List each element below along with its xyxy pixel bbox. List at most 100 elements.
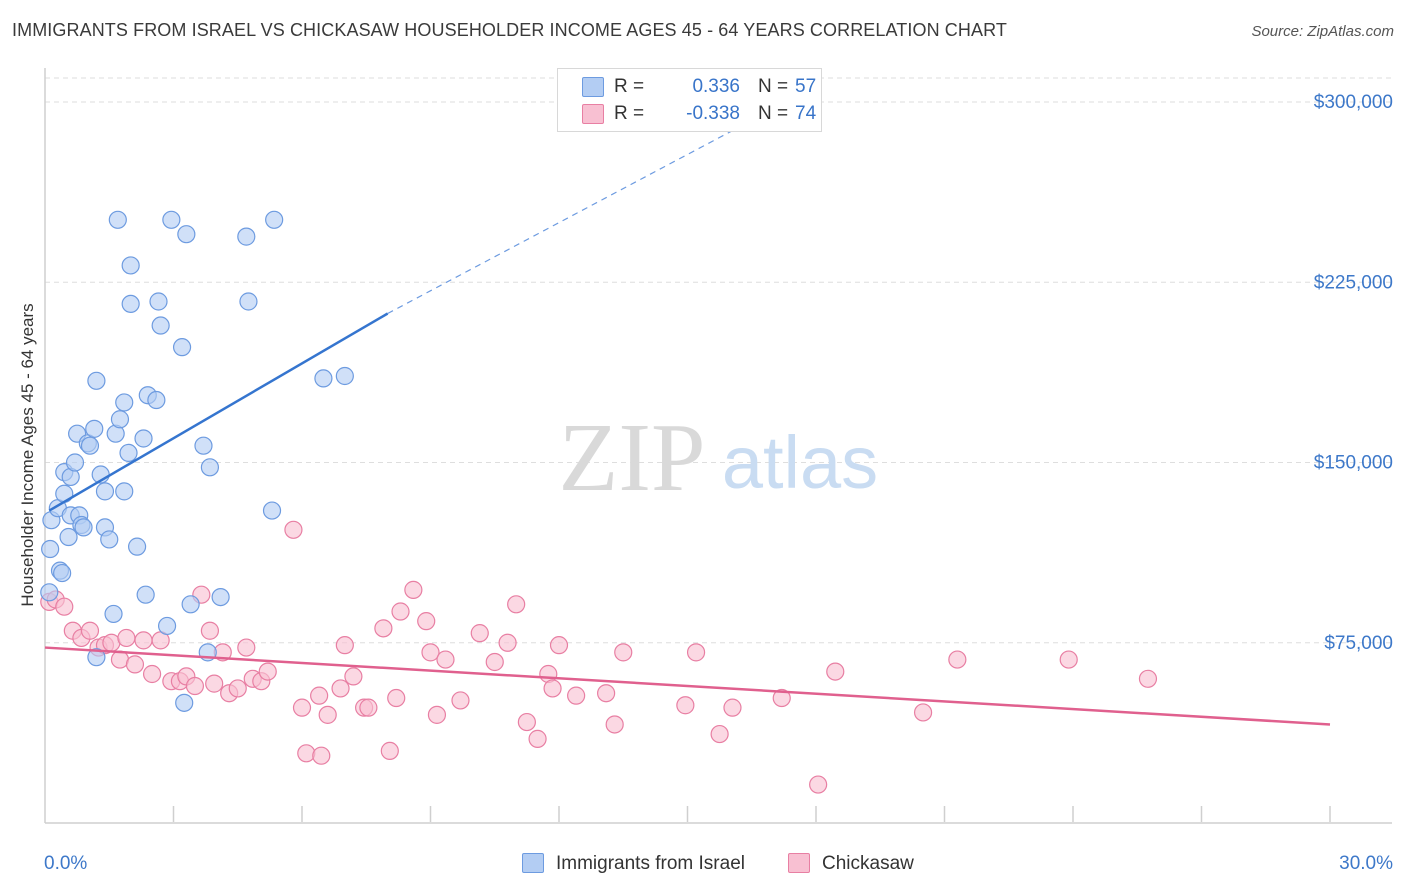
israel-point <box>136 585 155 604</box>
y-tick-label: $150,000 <box>1314 453 1393 474</box>
chickasaw-point <box>125 655 145 674</box>
chickasaw-point <box>344 667 363 686</box>
israel-point <box>53 563 72 583</box>
trend-lines <box>44 101 1331 726</box>
x-tick-label: 30.0% <box>1339 853 1393 874</box>
israel-point <box>134 429 153 448</box>
chickasaw-point <box>237 638 256 657</box>
legend-swatch-israel <box>522 853 544 873</box>
israel-point <box>177 225 196 244</box>
chickasaw-point <box>117 628 136 648</box>
israel-point <box>172 338 192 357</box>
israel-point <box>41 539 60 559</box>
chickasaw-point <box>185 676 205 696</box>
n-value: 57 <box>795 76 817 97</box>
israel-point <box>104 604 123 624</box>
chickasaw-point <box>517 712 536 732</box>
israel-point <box>239 292 258 311</box>
chickasaw-point <box>1138 669 1158 688</box>
series-israel <box>40 210 354 712</box>
r-label: R = <box>614 103 645 124</box>
chickasaw-point <box>80 621 100 640</box>
legend-swatch-chickasaw <box>788 853 810 873</box>
israel-point <box>162 210 181 229</box>
chickasaw-point <box>1059 650 1078 669</box>
israel-point <box>175 693 194 712</box>
israel-point <box>262 501 282 520</box>
chickasaw-point <box>543 679 562 698</box>
chickasaw-point <box>391 602 410 621</box>
chickasaw-point <box>55 597 74 616</box>
chickasaw-point <box>200 621 220 640</box>
chickasaw-point <box>567 686 586 705</box>
legend-label: Chickasaw <box>822 853 914 874</box>
chickasaw-point <box>528 729 547 748</box>
israel-point <box>59 527 78 547</box>
israel-point <box>121 256 140 275</box>
chickasaw-point <box>614 643 633 662</box>
chickasaw-point <box>331 679 350 698</box>
chickasaw-point <box>549 636 569 655</box>
series-chickasaw <box>40 520 1158 794</box>
chickasaw-point <box>228 679 247 698</box>
chickasaw-point <box>772 688 791 708</box>
r-value: 0.336 <box>692 76 740 97</box>
chickasaw-point <box>676 696 695 715</box>
chickasaw-point <box>310 686 329 705</box>
israel-point <box>181 595 200 614</box>
chickasaw-point <box>809 775 828 794</box>
chart-title: IMMIGRANTS FROM ISRAEL VS CHICKASAW HOUS… <box>12 20 1007 40</box>
chickasaw-point <box>507 595 526 614</box>
israel-point <box>115 482 134 501</box>
chickasaw-point <box>948 650 967 669</box>
israel-point <box>115 393 134 412</box>
chickasaw-point <box>292 698 312 717</box>
y-tick-label: $300,000 <box>1314 92 1393 113</box>
israel-point <box>87 371 106 390</box>
chickasaw-point <box>359 698 378 717</box>
y-axis-label: Householder Income Ages 45 - 64 years <box>18 303 37 607</box>
israel-trend-extension <box>387 101 787 315</box>
israel-trend-line <box>48 312 389 512</box>
israel-point <box>87 648 106 667</box>
source-label: Source: ZipAtlas.com <box>1251 23 1394 40</box>
correlation-legend: R = 0.336 N = 57 R = -0.338 N = 74 <box>557 68 822 132</box>
chickasaw-point <box>686 643 706 662</box>
israel-point <box>211 587 230 607</box>
chickasaw-point <box>318 705 337 724</box>
israel-point <box>108 210 127 229</box>
chickasaw-point <box>421 643 440 662</box>
tick-labels: $75,000 $150,000 $225,000 $300,000 0.0% 30.0% <box>44 92 1393 874</box>
r-label: R = <box>614 76 645 97</box>
chickasaw-point <box>102 633 121 652</box>
israel-point <box>149 292 168 311</box>
chickasaw-point <box>284 520 303 539</box>
israel-point <box>127 537 147 556</box>
y-tick-label: $225,000 <box>1314 272 1393 293</box>
israel-point <box>157 616 177 636</box>
israel-point <box>110 410 130 429</box>
chickasaw-point <box>380 741 399 761</box>
israel-point <box>74 518 93 537</box>
watermark-atlas: atlas <box>722 421 878 504</box>
israel-point <box>265 210 284 229</box>
israel-point <box>100 530 119 549</box>
chickasaw-point <box>297 744 316 763</box>
r-value: -0.338 <box>686 103 740 124</box>
watermark-zip: ZIP <box>559 404 706 512</box>
chickasaw-point <box>258 662 277 681</box>
israel-point <box>335 366 354 386</box>
chickasaw-point <box>436 650 455 669</box>
axes <box>44 68 1392 824</box>
legend-swatch-chickasaw <box>582 104 604 124</box>
chickasaw-point <box>404 580 423 599</box>
chickasaw-point <box>134 631 153 650</box>
watermark: ZIP atlas <box>559 404 879 512</box>
israel-point <box>151 316 170 335</box>
n-value: 74 <box>795 103 817 124</box>
israel-point <box>194 436 213 455</box>
n-label: N = <box>758 76 789 97</box>
chickasaw-point <box>427 705 447 724</box>
chickasaw-point <box>312 746 331 765</box>
